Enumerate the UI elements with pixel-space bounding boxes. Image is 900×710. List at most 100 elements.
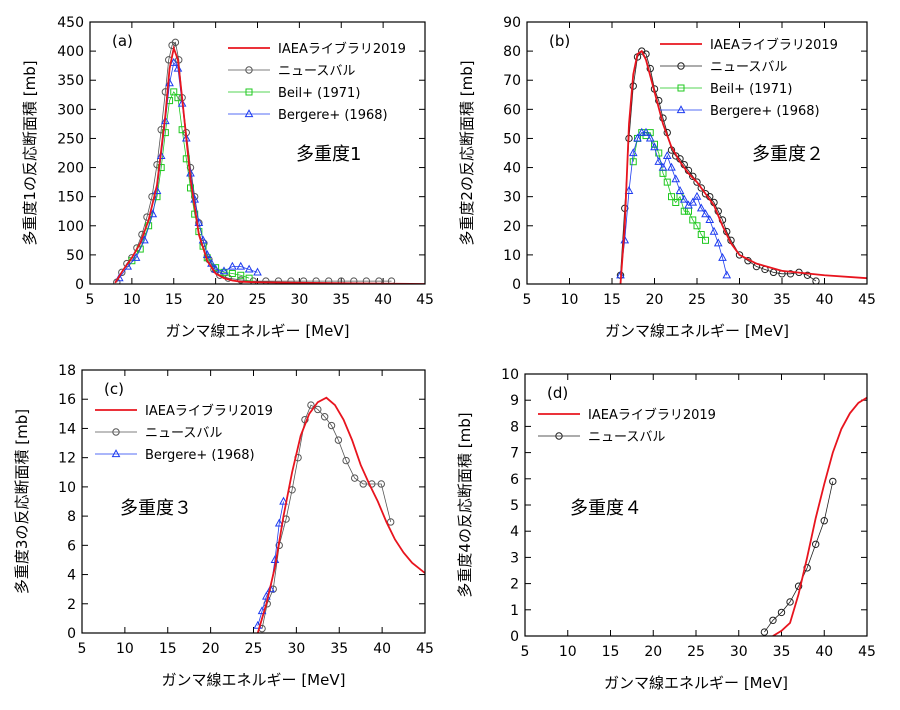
chart-panel-0: 5 10 15 20 25 30 35 40 4505010015020025030035040…: [21, 15, 434, 340]
data-point: [655, 149, 663, 157]
data-point: [692, 191, 702, 200]
x-tick-label: 20: [202, 641, 220, 657]
legend-marker: [111, 449, 121, 458]
series-0: [772, 396, 867, 636]
data-point: [667, 162, 676, 171]
legend-label: IAEAライブラリ2019: [588, 407, 716, 423]
data-point: [334, 436, 343, 444]
x-tick-label: 10: [561, 292, 579, 308]
legend-marker: [676, 105, 686, 114]
plot-frame: [89, 21, 426, 285]
data-point: [803, 271, 812, 279]
data-point: [696, 203, 706, 212]
data-point: [689, 172, 697, 180]
plot-frame: [81, 369, 426, 634]
data-point: [274, 518, 284, 527]
x-tick-label: 30: [290, 292, 308, 308]
data-point: [654, 156, 664, 165]
x-tick-label: 35: [332, 292, 350, 308]
x-tick-label: 5: [78, 641, 87, 657]
multiplicity-annotation: 多重度４: [570, 498, 642, 519]
data-point: [697, 184, 705, 192]
data-point: [171, 38, 180, 47]
y-tick-label: 40: [503, 161, 521, 177]
x-tick-label: 40: [374, 292, 392, 308]
y-tick-label: 1: [510, 603, 519, 619]
x-tick-label: 5: [523, 292, 532, 308]
data-point: [169, 57, 179, 66]
data-point: [253, 267, 262, 276]
data-point: [680, 207, 688, 215]
y-tick-label: 6: [67, 538, 76, 554]
data-point: [637, 127, 647, 136]
x-tick-label: 35: [330, 641, 348, 657]
y-tick-label: 10: [501, 367, 519, 383]
y-tick-label: 90: [503, 15, 521, 31]
data-point: [174, 94, 182, 102]
x-tick-label: 45: [416, 292, 434, 308]
data-point: [628, 148, 638, 157]
y-tick-label: 2: [510, 577, 519, 593]
y-tick-label: 0: [510, 629, 519, 645]
data-point: [668, 193, 675, 201]
x-tick-label: 5: [86, 292, 95, 308]
legend-label: Bergere+ (1968): [145, 448, 255, 463]
y-axis-label: 多重度1の反応断面積 [mb]: [21, 60, 39, 245]
y-tick-label: 400: [57, 44, 84, 60]
plot-frame: [526, 21, 868, 285]
x-tick-label: 10: [116, 641, 134, 657]
y-tick-label: 80: [503, 44, 521, 60]
data-point: [820, 517, 828, 525]
data-point: [279, 496, 288, 505]
x-tick-label: 25: [687, 644, 705, 660]
data-point: [735, 251, 744, 259]
x-tick-label: 5: [521, 644, 530, 660]
legend-marker: [244, 109, 254, 118]
y-tick-label: 0: [512, 277, 521, 293]
data-point: [672, 198, 680, 206]
legend-label: IAEAライブラリ2019: [278, 41, 406, 57]
x-tick-label: 25: [249, 292, 267, 308]
data-point: [236, 261, 246, 270]
data-point: [693, 178, 701, 186]
x-tick-label: 15: [159, 641, 177, 657]
legend-label: IAEAライブラリ2019: [710, 37, 838, 53]
x-tick-label: 40: [815, 644, 833, 660]
data-point: [375, 277, 383, 284]
data-point: [228, 270, 236, 278]
x-tick-label: 20: [644, 644, 662, 660]
data-point: [829, 477, 837, 486]
data-point: [689, 216, 697, 224]
legend-label: ニュースバル: [278, 64, 355, 79]
x-tick-label: 10: [123, 292, 141, 308]
legend-marker: [245, 66, 253, 74]
data-point: [228, 261, 237, 270]
data-point: [287, 277, 295, 284]
y-tick-label: 14: [58, 421, 76, 437]
chart-panel-3: 5 10 15 20 25 30 35 40 45012345678910(d)多重度４IAEA…: [456, 367, 876, 692]
data-point: [262, 277, 270, 284]
y-tick-label: 8: [67, 509, 76, 525]
y-tick-label: 200: [57, 161, 84, 177]
x-tick-label: 35: [773, 644, 791, 660]
y-tick-label: 250: [57, 131, 84, 147]
data-point: [646, 64, 654, 73]
data-point: [624, 186, 634, 194]
data-point: [786, 598, 794, 606]
data-point: [629, 158, 637, 166]
data-point: [812, 540, 820, 548]
legend-marker: [677, 84, 685, 92]
y-tick-label: 16: [58, 392, 76, 408]
legend-label: Beil+ (1971): [710, 82, 792, 97]
y-axis-label: 多重度4の反応断面積 [mb]: [456, 412, 474, 597]
y-tick-label: 60: [503, 102, 521, 118]
series-connector: [764, 481, 834, 633]
y-tick-label: 7: [510, 446, 519, 462]
series-2: [253, 496, 288, 629]
data-point: [237, 271, 245, 279]
chart-panel-1: 5 10 15 20 25 30 35 40 45 0 10 20 30 40 50 60 70 80 90 (b) 多…: [458, 15, 876, 340]
x-tick-label: 40: [373, 641, 391, 657]
legend-label: IAEAライブラリ2019: [145, 403, 273, 419]
data-point: [650, 142, 659, 151]
data-point: [633, 133, 642, 142]
